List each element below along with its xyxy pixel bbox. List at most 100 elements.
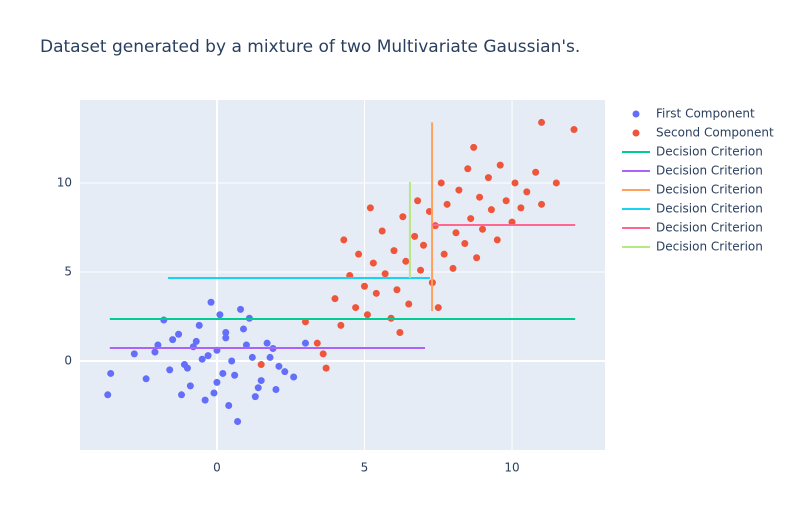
point (411, 232, 419, 240)
point (538, 118, 546, 126)
point (484, 174, 492, 182)
y-tick-label: 0 (64, 353, 72, 367)
point (207, 298, 215, 306)
point (281, 368, 289, 376)
point (198, 355, 206, 363)
y-tick-label: 5 (64, 264, 72, 278)
point (467, 215, 475, 223)
point (493, 236, 501, 244)
point (239, 325, 247, 333)
point (402, 257, 410, 265)
point (210, 389, 218, 397)
point (213, 378, 221, 386)
point (455, 186, 463, 194)
point (511, 179, 519, 187)
point (290, 373, 298, 381)
x-tick-label: 10 (504, 461, 519, 475)
point (487, 206, 495, 214)
point (517, 204, 525, 212)
point (192, 337, 200, 345)
point (473, 254, 481, 262)
point (363, 311, 371, 319)
point (234, 418, 242, 426)
point (440, 250, 448, 258)
point (452, 229, 460, 237)
point (178, 391, 186, 399)
point (331, 295, 339, 303)
point (390, 247, 398, 255)
point (381, 270, 389, 278)
legend-label: Decision Criterion (656, 202, 763, 216)
point (222, 329, 230, 337)
point (396, 329, 404, 337)
plot-area (80, 100, 605, 450)
point (263, 339, 271, 347)
point (360, 282, 368, 290)
point (532, 168, 540, 176)
point (166, 366, 174, 374)
legend-label: Decision Criterion (656, 164, 763, 178)
point (257, 361, 265, 369)
point (355, 250, 363, 258)
point (195, 321, 203, 329)
point (301, 318, 309, 326)
point (399, 213, 407, 221)
legend-label: Second Component (656, 126, 774, 140)
point (257, 377, 265, 385)
point (502, 197, 510, 205)
point (322, 364, 330, 372)
legend-marker (632, 129, 640, 137)
point (470, 143, 478, 151)
point (337, 321, 345, 329)
point (216, 311, 224, 319)
point (254, 384, 262, 392)
point (272, 385, 280, 393)
point (313, 339, 321, 347)
point (476, 193, 484, 201)
legend-marker (632, 110, 640, 118)
point (175, 330, 183, 338)
point (142, 375, 150, 383)
point (552, 179, 560, 187)
chart-title: Dataset generated by a mixture of two Mu… (40, 37, 580, 57)
point (237, 305, 245, 313)
point (434, 304, 442, 312)
point (508, 218, 516, 226)
point (222, 334, 230, 342)
point (130, 350, 138, 358)
point (437, 179, 445, 187)
point (420, 241, 428, 249)
point (204, 352, 212, 360)
point (201, 396, 209, 404)
point (496, 161, 504, 169)
point (414, 197, 422, 205)
point (251, 393, 259, 401)
point (319, 350, 327, 358)
point (301, 339, 309, 347)
point (461, 239, 469, 247)
point (393, 286, 401, 294)
point (479, 225, 487, 233)
point (248, 353, 256, 361)
point (366, 204, 374, 212)
point (151, 348, 159, 356)
point (464, 165, 472, 173)
point (169, 336, 177, 344)
point (231, 371, 239, 379)
x-tick-label: 0 (213, 461, 221, 475)
point (570, 126, 578, 134)
point (160, 316, 168, 324)
legend-label: Decision Criterion (656, 221, 763, 235)
point (443, 200, 451, 208)
legend-label: First Component (656, 107, 755, 121)
point (266, 353, 274, 361)
point (369, 259, 377, 267)
point (405, 300, 413, 308)
point (417, 266, 425, 274)
point (228, 357, 236, 365)
point (104, 391, 112, 399)
point (523, 188, 531, 196)
point (378, 227, 386, 235)
point (449, 264, 457, 272)
